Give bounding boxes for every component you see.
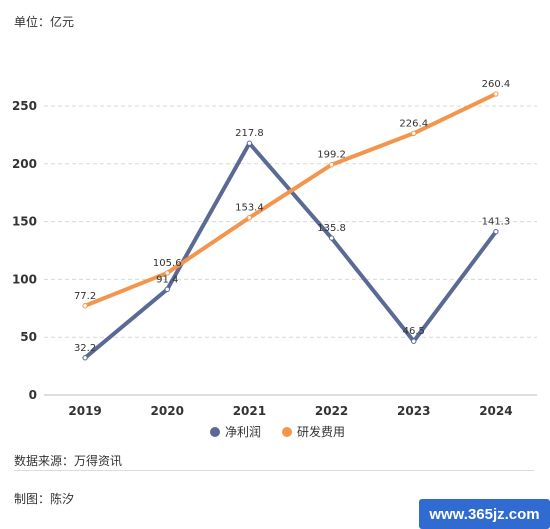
data-label: 260.4 <box>482 79 511 90</box>
legend: 净利润 研发费用 <box>210 424 345 439</box>
x-tick-label: 2024 <box>479 404 512 418</box>
data-point <box>164 270 170 276</box>
x-tick-label: 2019 <box>68 404 101 418</box>
line-chart: 0 50 100 150 200 250 2019 2020 2021 2022 2023 2024… <box>12 79 537 439</box>
data-labels: 32.2 91.4 217.8 135.8 46.5 141.3 77.2 105.6 153.… <box>74 79 510 354</box>
data-point <box>411 338 417 344</box>
y-tick-label: 100 <box>12 272 37 286</box>
chart-author: 制图：陈汐 <box>14 492 75 506</box>
data-point <box>82 355 88 361</box>
data-label: 217.8 <box>235 128 264 139</box>
svg-text:www.365jz.com: www.365jz.com <box>428 506 539 523</box>
y-tick-label: 50 <box>20 330 37 344</box>
y-tick-label: 0 <box>29 388 37 402</box>
data-point <box>328 162 335 168</box>
x-tick-label: 2023 <box>397 404 430 418</box>
data-label: 77.2 <box>74 291 96 302</box>
legend-item: 研发费用 <box>282 424 345 439</box>
y-tick-label: 250 <box>12 99 37 113</box>
series-line-1 <box>83 141 498 360</box>
legend-item: 净利润 <box>210 425 261 439</box>
data-label: 226.4 <box>399 118 428 129</box>
data-label: 199.2 <box>317 150 346 161</box>
data-point <box>493 91 499 97</box>
data-source: 数据来源：万得资讯 <box>14 454 123 468</box>
y-tick-label: 200 <box>12 157 37 171</box>
y-tick-label: 150 <box>12 215 37 229</box>
legend-label: 研发费用 <box>297 424 345 439</box>
series-lines <box>82 91 499 361</box>
legend-marker <box>210 427 220 437</box>
x-tick-label: 2022 <box>315 404 348 418</box>
data-label: 91.4 <box>156 274 178 285</box>
data-point <box>246 214 253 221</box>
data-point <box>246 140 253 146</box>
data-label: 105.6 <box>153 258 182 269</box>
divider <box>14 470 534 471</box>
data-point <box>82 303 88 309</box>
x-tick-label: 2020 <box>151 404 184 418</box>
data-label: 153.4 <box>235 203 264 214</box>
y-axis: 0 50 100 150 200 250 <box>12 99 37 402</box>
data-point <box>164 286 170 293</box>
data-point <box>493 228 499 235</box>
x-axis: 2019 2020 2021 2022 2023 2024 <box>44 394 537 418</box>
data-point <box>411 130 417 136</box>
series-line-2 <box>83 91 498 308</box>
data-point <box>328 235 335 241</box>
x-tick-label: 2021 <box>233 404 266 418</box>
data-label: 32.2 <box>74 343 96 354</box>
data-label: 46.5 <box>403 326 425 337</box>
unit-label: 单位：亿元 <box>14 15 75 29</box>
legend-marker <box>282 427 292 437</box>
data-label: 141.3 <box>482 217 511 228</box>
data-label: 135.8 <box>317 223 346 234</box>
watermark-logo: www.365jz.com <box>419 499 550 529</box>
grid-lines <box>44 105 537 338</box>
legend-label: 净利润 <box>225 425 261 439</box>
